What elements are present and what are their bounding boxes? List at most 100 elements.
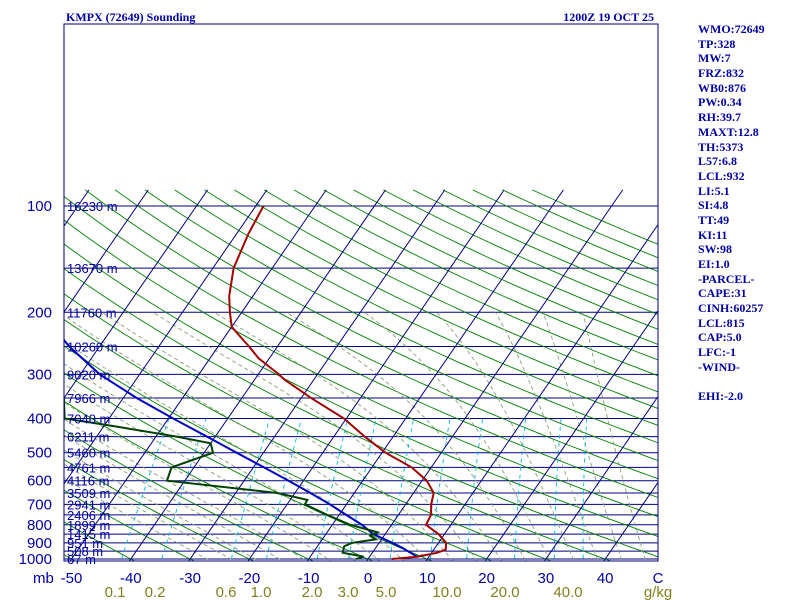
index-value: -PARCEL- [698, 271, 755, 286]
moist-adiabat-line [152, 311, 478, 561]
mixing-ratio-line [347, 418, 377, 561]
dry-adiabat-line [0, 190, 25, 567]
isotherm-grid [0, 189, 658, 567]
index-value: MAXT:12.8 [698, 124, 759, 139]
moist-adiabat-grid [64, 311, 647, 561]
mixing-ratio-line [265, 418, 303, 561]
mixing-ratio-line [160, 418, 207, 561]
moist-adiabat-line [495, 312, 599, 561]
dewpoint-profile-line [64, 393, 381, 560]
moist-adiabat-line [436, 312, 575, 561]
mixing-ratio-line [553, 418, 562, 561]
pressure-label: 200 [27, 304, 52, 321]
mixing-ratio-label: 2.0 [302, 584, 323, 600]
index-value: KI:11 [698, 227, 728, 242]
mixing-ratio-grid [120, 418, 588, 561]
dry-adiabat-line [64, 243, 658, 537]
height-label: 10260 m [67, 339, 118, 354]
moist-adiabat-line [64, 363, 381, 561]
isotherm-line [603, 481, 658, 561]
mixing-ratio-line [466, 418, 484, 561]
moist-adiabat-line [364, 311, 551, 561]
height-label: 67 m [67, 552, 96, 567]
height-label: 13670 m [67, 261, 118, 276]
isotherm-line [0, 190, 30, 567]
mixing-ratio-label: 1.0 [251, 584, 272, 600]
sounding-title: KMPX (72649) Sounding [66, 10, 195, 24]
temperature-tick-label: -30 [179, 570, 201, 587]
dry-adiabat-line [64, 268, 658, 558]
height-label: 4116 m [67, 474, 109, 489]
temperature-profile-line [228, 205, 448, 560]
index-value: LFC:-1 [698, 345, 736, 360]
index-value: EI:1.0 [698, 257, 730, 271]
height-label: 2406 m [67, 508, 110, 523]
index-value: -WIND- [698, 359, 740, 374]
dry-adiabat-grid [0, 189, 658, 567]
moist-adiabat-line [64, 314, 430, 561]
mixing-ratio-label: 5.0 [376, 584, 397, 600]
isotherm-line [306, 189, 564, 561]
mixing-ratio-line [514, 418, 527, 561]
isotherm-line [69, 189, 327, 561]
index-value: CINH:60257 [698, 301, 764, 316]
index-value: RH:39.7 [698, 110, 741, 125]
moist-adiabat-line [582, 312, 647, 561]
index-value: WMO:72649 [698, 22, 765, 36]
pressure-label: 900 [27, 535, 52, 552]
height-label: 7040 m [67, 412, 110, 427]
dry-adiabat-line [64, 345, 494, 561]
moist-adiabat-line [101, 311, 454, 561]
mixing-ratio-label: 0.2 [145, 584, 166, 600]
pressure-label: 100 [27, 198, 52, 215]
dry-adiabat-line [64, 372, 434, 561]
height-label: 2941 m [67, 497, 110, 512]
mixing-ratio-line [316, 418, 349, 561]
moist-adiabat-line [64, 340, 405, 561]
mixing-ratio-label: 3.0 [338, 584, 359, 600]
height-label: 16230 m [67, 199, 118, 214]
index-value: MW:7 [698, 51, 731, 66]
index-value: TP:328 [698, 36, 736, 51]
height-label: 9020 m [67, 367, 110, 382]
mixing-ratio-line [230, 418, 271, 561]
isotherm-line [188, 189, 446, 561]
temperature-tick-label: -40 [120, 570, 142, 587]
mixing-ratio-label: 0.1 [105, 584, 126, 600]
pressure-label: 800 [27, 517, 52, 534]
isotherm-line [64, 189, 149, 313]
moist-adiabat-line [64, 401, 332, 561]
temperature-tick-label: 20 [478, 570, 495, 587]
height-label: 4761 m [67, 460, 110, 475]
height-label: 5460 m [67, 446, 110, 461]
temperature-tick-label: -10 [298, 570, 320, 587]
isotherm-line [64, 189, 268, 485]
temperature-tick-label: 40 [597, 570, 614, 587]
pressure-label: 1000 [19, 551, 52, 568]
isotherm-line [366, 189, 624, 561]
index-value: FRZ:832 [698, 66, 744, 81]
pressure-unit-label: mb [33, 570, 54, 587]
height-label: 1415 m [67, 527, 110, 542]
temperature-tick-label: 10 [419, 570, 436, 587]
mixing-ratio-line [389, 418, 415, 561]
pressure-label: 300 [27, 366, 52, 383]
dry-adiabat-line [64, 521, 136, 561]
temperature-tick-label: 30 [538, 570, 555, 587]
isotherm-line [484, 309, 658, 561]
moist-adiabat-line [64, 418, 308, 561]
height-label: 6211 m [67, 430, 109, 445]
dry-adiabat-line [64, 459, 255, 561]
dry-adiabat-line [114, 189, 658, 462]
index-value: TT:49 [698, 212, 730, 227]
index-value: LCL:815 [698, 315, 745, 330]
moist-adiabat-line [64, 449, 260, 561]
dry-adiabat-line [64, 489, 196, 561]
mixing-ratio-label: 20.0 [490, 584, 519, 600]
dry-adiabat-line [64, 195, 658, 498]
temperature-tick-label: -20 [239, 570, 261, 587]
isotherm-line [247, 189, 505, 561]
moist-adiabat-line [64, 477, 212, 561]
